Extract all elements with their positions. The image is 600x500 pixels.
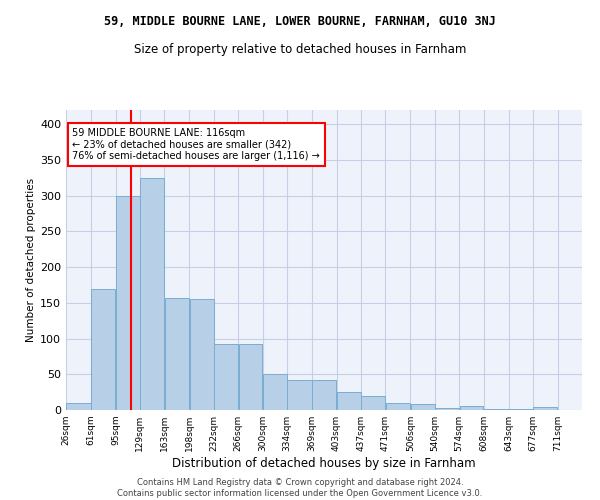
Bar bbox=[190, 300, 214, 410]
Bar bbox=[287, 380, 312, 410]
Bar bbox=[411, 404, 434, 410]
Bar bbox=[509, 408, 533, 410]
Bar bbox=[66, 403, 91, 410]
Text: Size of property relative to detached houses in Farnham: Size of property relative to detached ho… bbox=[134, 42, 466, 56]
Text: 59 MIDDLE BOURNE LANE: 116sqm
← 23% of detached houses are smaller (342)
76% of : 59 MIDDLE BOURNE LANE: 116sqm ← 23% of d… bbox=[73, 128, 320, 161]
Bar bbox=[484, 408, 509, 410]
Bar bbox=[164, 298, 189, 410]
X-axis label: Distribution of detached houses by size in Farnham: Distribution of detached houses by size … bbox=[172, 457, 476, 470]
Text: 59, MIDDLE BOURNE LANE, LOWER BOURNE, FARNHAM, GU10 3NJ: 59, MIDDLE BOURNE LANE, LOWER BOURNE, FA… bbox=[104, 15, 496, 28]
Bar bbox=[116, 196, 140, 410]
Bar bbox=[460, 406, 484, 410]
Bar bbox=[337, 392, 361, 410]
Bar bbox=[533, 407, 557, 410]
Bar bbox=[361, 396, 385, 410]
Bar bbox=[263, 374, 287, 410]
Bar bbox=[140, 178, 164, 410]
Y-axis label: Number of detached properties: Number of detached properties bbox=[26, 178, 36, 342]
Bar bbox=[313, 380, 336, 410]
Bar bbox=[435, 408, 459, 410]
Bar bbox=[239, 344, 262, 410]
Bar bbox=[386, 403, 410, 410]
Bar bbox=[214, 344, 238, 410]
Text: Contains HM Land Registry data © Crown copyright and database right 2024.
Contai: Contains HM Land Registry data © Crown c… bbox=[118, 478, 482, 498]
Bar bbox=[91, 288, 115, 410]
